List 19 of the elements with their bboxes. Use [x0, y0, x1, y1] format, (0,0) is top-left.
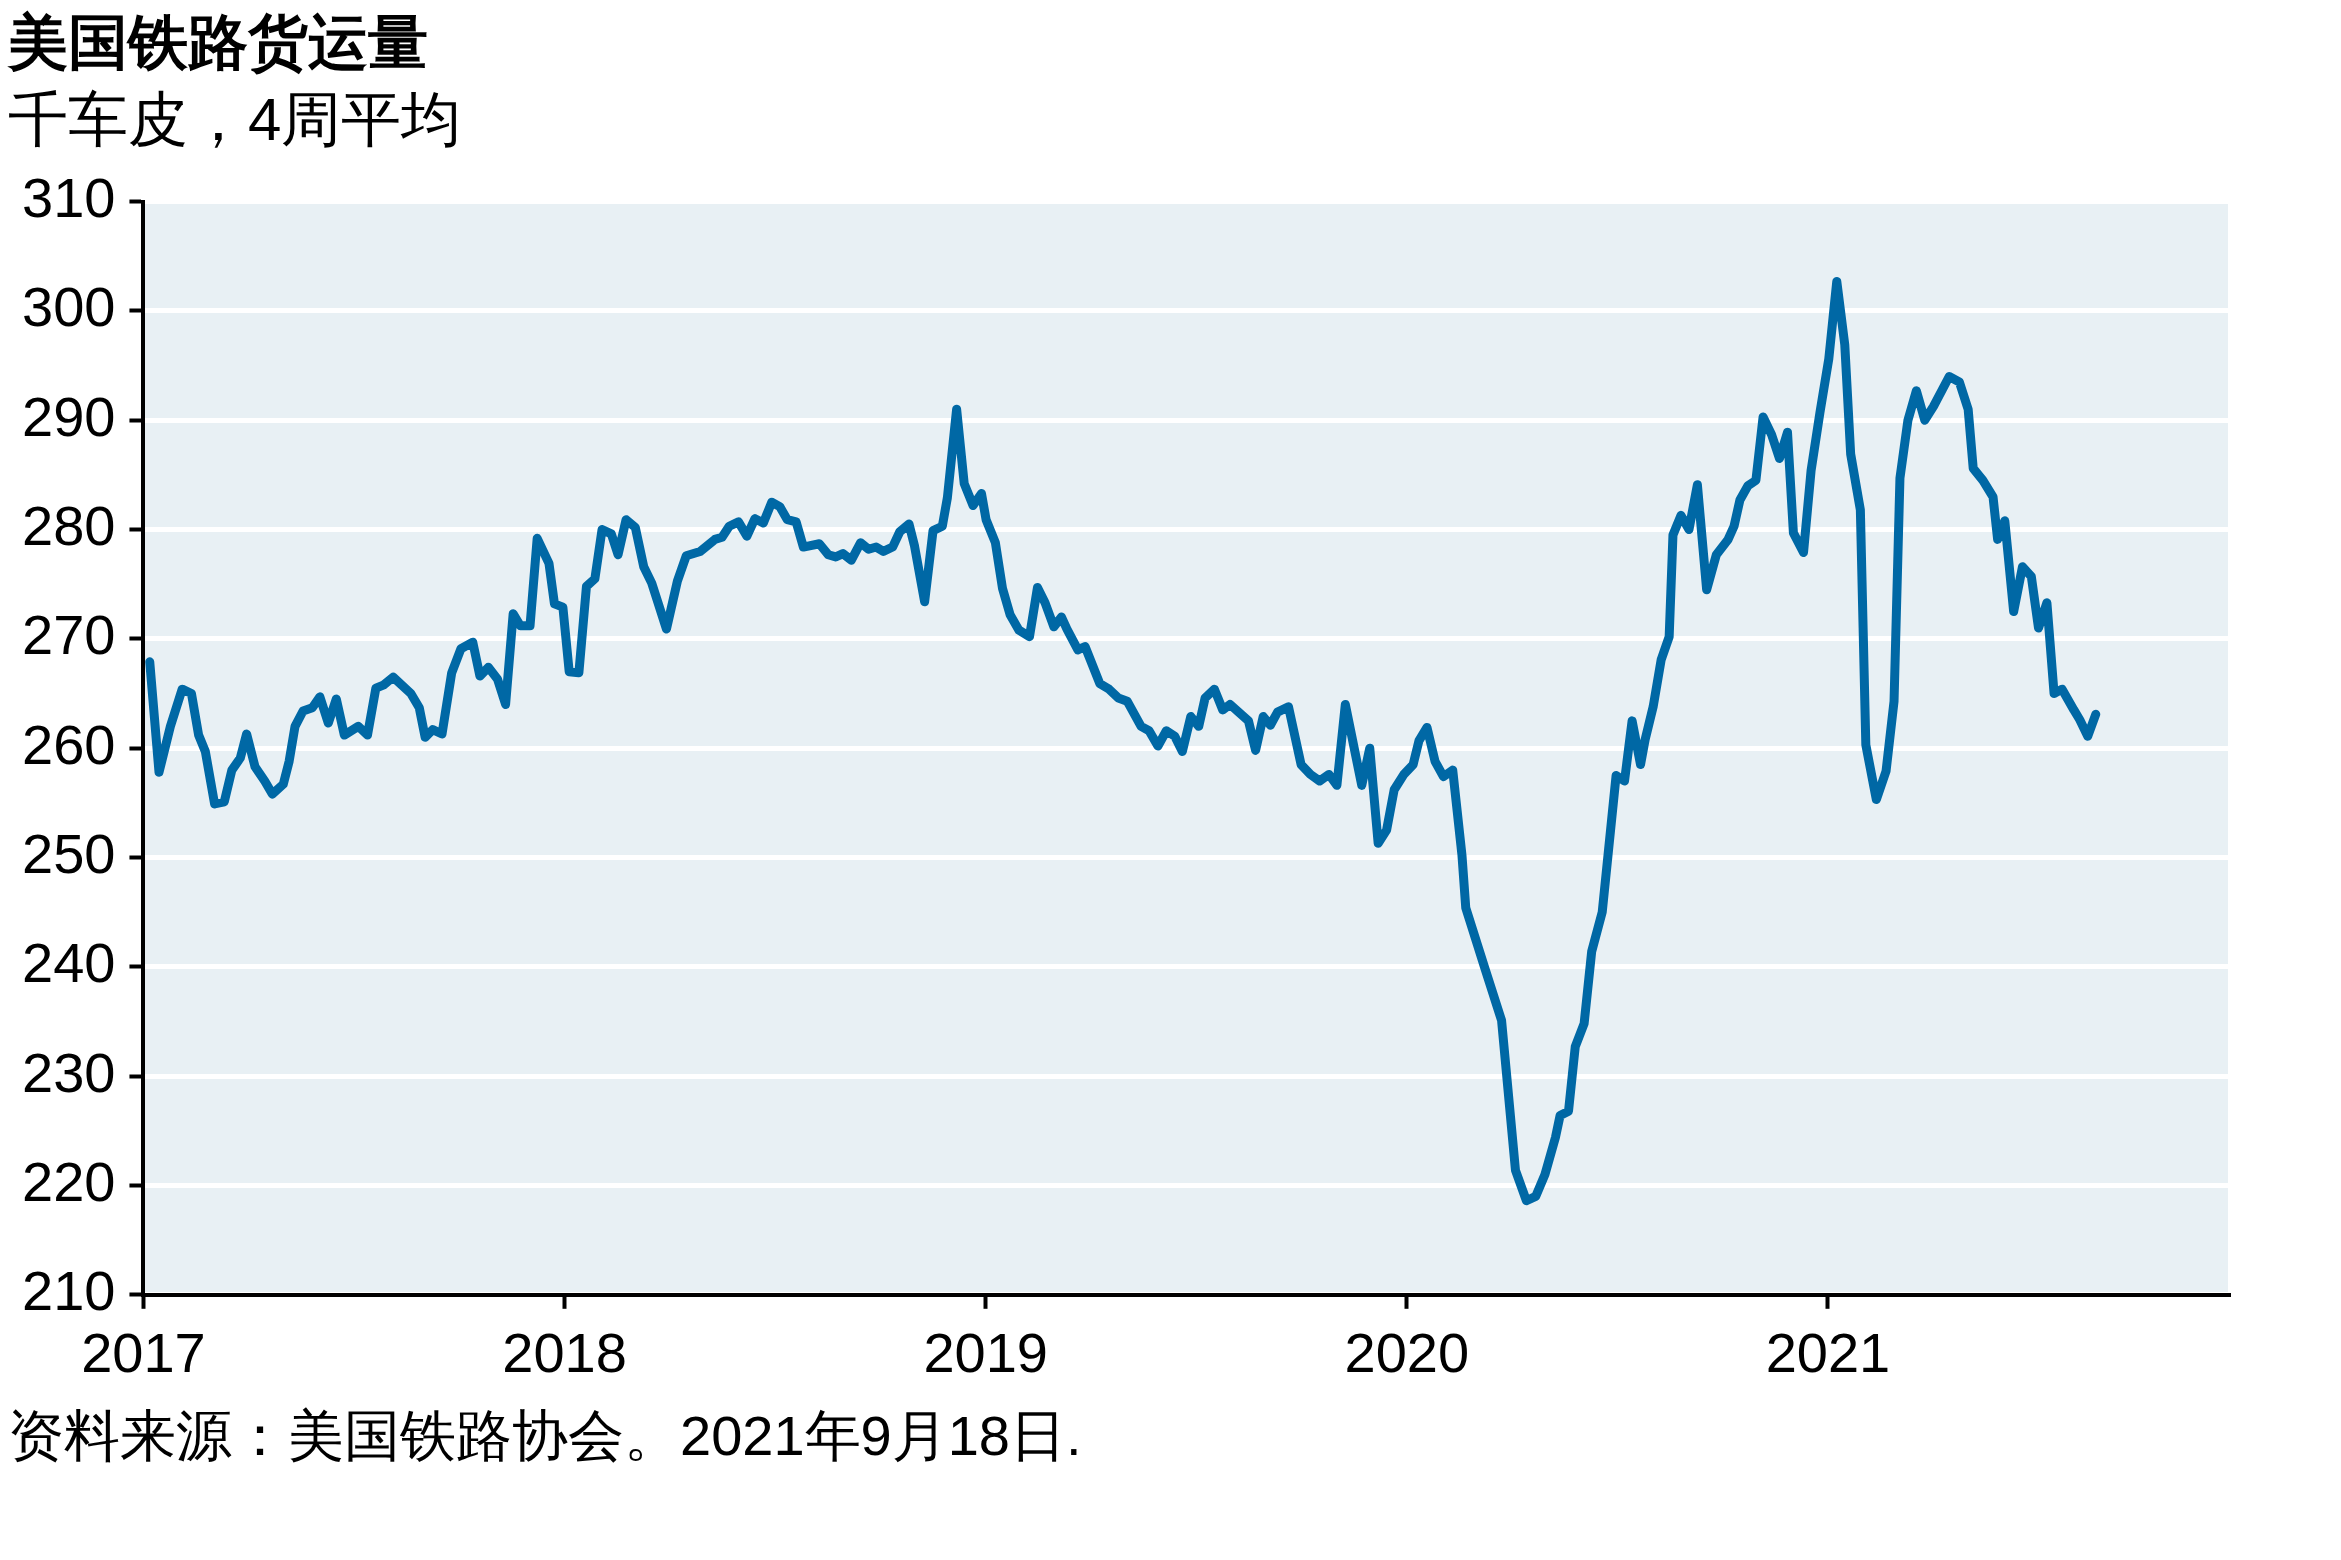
- x-tick-label: 2018: [502, 1320, 627, 1384]
- text: 资料来源：美国铁路协会。2021年9月18日.: [8, 1404, 1083, 1469]
- y-tick-label: 220: [22, 1149, 116, 1213]
- x-tick-label: 2019: [923, 1320, 1048, 1384]
- y-tick-label: 270: [22, 603, 116, 667]
- x-tick-label: 2017: [81, 1320, 206, 1384]
- chart-title: 美国铁路货运量: [8, 8, 429, 77]
- y-tick-label: 260: [22, 712, 116, 776]
- x-tick-label: 2021: [1765, 1320, 1891, 1384]
- y-tick-label: 310: [22, 166, 116, 230]
- y-tick-label: 210: [22, 1259, 116, 1323]
- y-tick-label: 290: [22, 384, 116, 448]
- y-tick-label: 230: [22, 1040, 116, 1104]
- x-tick-label: 2020: [1344, 1320, 1470, 1384]
- y-tick-label: 240: [22, 931, 116, 995]
- y-tick-label: 250: [22, 821, 116, 885]
- y-tick-label: 280: [22, 494, 116, 557]
- y-tick-label: 300: [22, 275, 116, 339]
- chart-subtitle: 千车皮，4周平均: [8, 85, 463, 154]
